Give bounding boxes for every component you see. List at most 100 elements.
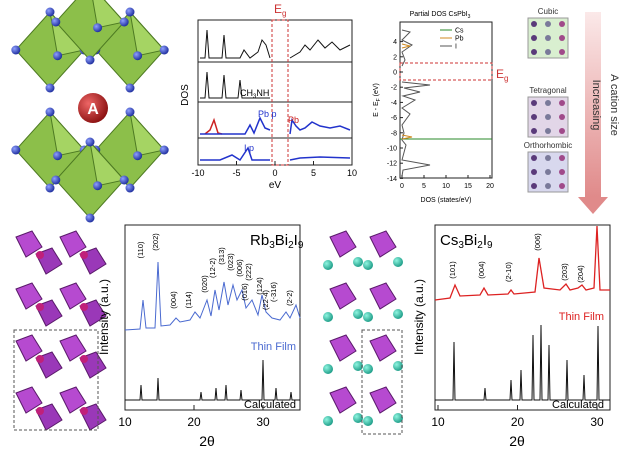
x-tick-label: 30	[590, 415, 604, 429]
y-tick-label: 4	[393, 39, 397, 46]
formula-subscript: 9	[298, 240, 304, 251]
peak-label: (114)	[184, 291, 193, 308]
polyhedron	[329, 230, 357, 258]
peak-label: (203)	[560, 263, 569, 281]
anion	[125, 83, 135, 93]
x-tick-label: 5	[422, 183, 426, 190]
cation	[363, 260, 373, 270]
atom	[559, 128, 565, 134]
peak-label: (2-10)	[504, 261, 513, 282]
peak-label: (004)	[477, 261, 486, 279]
x-tick-label: 0	[400, 183, 404, 190]
i-p-label: I p	[244, 143, 254, 153]
spectrum	[125, 359, 300, 401]
atom	[545, 21, 551, 27]
spectrum	[200, 116, 351, 135]
y-tick-label: -2	[391, 85, 397, 92]
phase-label: Cubic	[538, 7, 558, 16]
anion	[85, 137, 95, 147]
cation	[36, 407, 44, 415]
cation	[353, 257, 363, 267]
y-tick-label: 0	[393, 70, 397, 77]
peak-label: (222)	[244, 263, 253, 281]
peak-label: (204)	[576, 265, 585, 283]
cation	[393, 361, 403, 371]
cation	[323, 416, 333, 426]
y-label: E - EF (eV)	[373, 83, 382, 117]
partial-dos-panel: Partial DOS CsPbI3 CsPbI Eg E - EF (eV) …	[373, 11, 508, 204]
unit-cell-box	[361, 329, 403, 435]
formula-subscript: 3	[458, 240, 464, 251]
x-tick-label: 20	[486, 183, 494, 190]
polyhedron	[329, 386, 357, 414]
octahedron-face	[49, 110, 86, 157]
arrow-label: A cation size	[608, 74, 620, 136]
cation	[393, 257, 403, 267]
polyhedron	[59, 282, 87, 310]
atom	[559, 35, 565, 41]
cation	[323, 312, 333, 322]
unit-cell-box	[13, 329, 99, 431]
arrow-label: Increasing	[590, 80, 602, 131]
anion	[51, 175, 61, 185]
polyhedron	[329, 334, 357, 362]
cs-structure	[323, 230, 403, 426]
anion	[45, 183, 55, 193]
atom	[531, 183, 537, 189]
x-tick-label: 0	[272, 168, 277, 178]
peak-label: (004)	[169, 291, 178, 309]
thin-film-label: Thin Film	[559, 311, 604, 323]
x-tick-label: 15	[464, 183, 472, 190]
x-label: 2θ	[509, 433, 525, 449]
cation-label: A	[87, 101, 99, 118]
peak-label: (313)	[217, 247, 226, 265]
cation	[80, 407, 88, 415]
atom	[545, 114, 551, 120]
atom	[531, 169, 537, 175]
anion	[133, 51, 143, 61]
thin-film-label: Thin Film	[251, 341, 296, 353]
cation	[80, 303, 88, 311]
mol-label: CH3NH	[240, 88, 269, 100]
peak-label: (22-4)	[261, 289, 270, 310]
formula: Cs3Bi2I9	[440, 232, 493, 251]
atom	[531, 128, 537, 134]
atom	[545, 169, 551, 175]
peak-label: (124)	[255, 277, 264, 295]
peak-label: (202)	[151, 233, 160, 251]
phases-panel: Increasing A cation size Cubic Tetragonal…	[524, 7, 620, 214]
x-tick-label: -5	[232, 168, 240, 178]
peak-label: (12-2)	[208, 257, 217, 278]
polyhedron	[329, 282, 357, 310]
formula-subscript: 9	[487, 240, 493, 251]
cation	[353, 413, 363, 423]
x-tick-label: -10	[191, 168, 204, 178]
pb-label: Pb	[288, 115, 299, 125]
phase-label: Tetragonal	[529, 86, 567, 95]
spectrum	[434, 225, 610, 301]
spectrum	[401, 29, 431, 177]
rb-xrd-panel: Rb3Bi2I9 Intensity (a.u.) 2θ Thin Film C…	[97, 224, 304, 449]
anion	[85, 55, 95, 65]
arrow-body	[585, 12, 601, 197]
atom	[531, 35, 537, 41]
octahedron-face	[129, 110, 166, 157]
frame	[434, 224, 611, 411]
atom	[531, 100, 537, 106]
atom	[559, 155, 565, 161]
gap-label: Eg	[274, 2, 286, 18]
y-label: DOS	[180, 84, 191, 106]
spectrum	[401, 43, 413, 140]
polyhedron	[15, 230, 43, 258]
peak-label: (006)	[235, 259, 244, 277]
peak-label: (2-2)	[285, 290, 294, 306]
atom	[545, 100, 551, 106]
cation	[80, 355, 88, 363]
gap-box	[271, 19, 289, 166]
spectrum	[200, 146, 351, 162]
x-tick-label: 10	[431, 415, 445, 429]
y-tick-label: -14	[387, 176, 397, 183]
perovskite-structure	[11, 0, 169, 223]
spectrum	[204, 117, 223, 135]
